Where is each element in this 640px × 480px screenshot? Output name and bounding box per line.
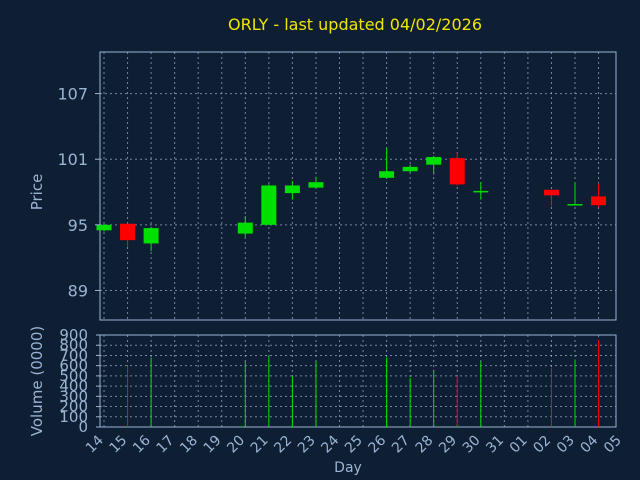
x-tick-label: 16	[130, 432, 154, 456]
price-panel	[96, 148, 607, 252]
grid-lines	[100, 52, 616, 428]
x-tick-label: 26	[366, 432, 390, 456]
price-tick-label: 95	[68, 216, 88, 235]
candle-body	[567, 204, 583, 206]
x-tick-label: 23	[295, 433, 319, 457]
x-tick-label: 17	[154, 433, 178, 457]
x-tick-label: 27	[389, 433, 413, 457]
chart-title: ORLY - last updated 04/02/2026	[228, 15, 482, 34]
x-tick-label: 22	[271, 433, 295, 457]
candle-body	[308, 182, 324, 188]
candle-body	[473, 190, 489, 193]
x-tick-label: 14	[83, 432, 107, 456]
volume-tick-label: 200	[59, 398, 88, 416]
x-tick-label: 02	[530, 433, 554, 457]
x-tick-label: 24	[318, 432, 342, 456]
candle-body	[402, 166, 418, 172]
volume-tick-label: 0	[78, 418, 88, 436]
price-tick-label: 101	[57, 150, 88, 169]
price-axis-label: Price	[28, 174, 46, 211]
candle-body	[591, 196, 607, 206]
x-tick-label: 29	[436, 433, 460, 457]
x-tick-label: 25	[342, 433, 366, 457]
candle-body	[261, 185, 277, 225]
x-tick-label: 19	[201, 433, 225, 457]
candle-body	[543, 189, 559, 196]
candle-body	[426, 157, 442, 165]
volume-tick-label: 300	[59, 387, 88, 405]
volume-axis-label: Volume (0000)	[28, 326, 46, 436]
volume-tick-label: 800	[59, 336, 88, 354]
x-tick-label: 04	[577, 432, 601, 456]
volume-tick-label: 100	[59, 408, 88, 426]
x-tick-label: 05	[601, 433, 625, 457]
volume-tick-label: 500	[59, 367, 88, 385]
plot-frames	[99, 51, 617, 428]
candle-body	[284, 185, 300, 194]
candle-body	[237, 222, 253, 234]
candle-body	[120, 223, 136, 241]
x-tick-label: 30	[460, 433, 484, 457]
x-tick-label: 31	[483, 433, 507, 457]
candle-body	[96, 224, 112, 231]
volume-tick-label: 900	[59, 326, 88, 344]
volume-tick-label: 600	[59, 357, 88, 375]
volume-tick-label: 400	[59, 377, 88, 395]
volume-tick-label: 700	[59, 346, 88, 364]
volume-panel	[127, 340, 600, 427]
x-tick-label: 21	[248, 433, 272, 457]
price-plot-frame	[99, 51, 617, 321]
volume-plot-frame	[99, 334, 617, 428]
candle-body	[379, 171, 395, 178]
x-tick-label: 28	[413, 433, 437, 457]
x-tick-label: 18	[177, 433, 201, 457]
x-tick-label: 20	[224, 433, 248, 457]
price-tick-label: 89	[68, 281, 88, 300]
x-tick-label: 01	[507, 433, 531, 457]
x-axis-label: Day	[334, 460, 362, 476]
x-tick-label: 03	[554, 433, 578, 457]
candle-body	[143, 228, 159, 244]
x-tick-label: 15	[106, 433, 130, 457]
candle-body	[449, 158, 465, 185]
price-tick-label: 107	[57, 85, 88, 104]
